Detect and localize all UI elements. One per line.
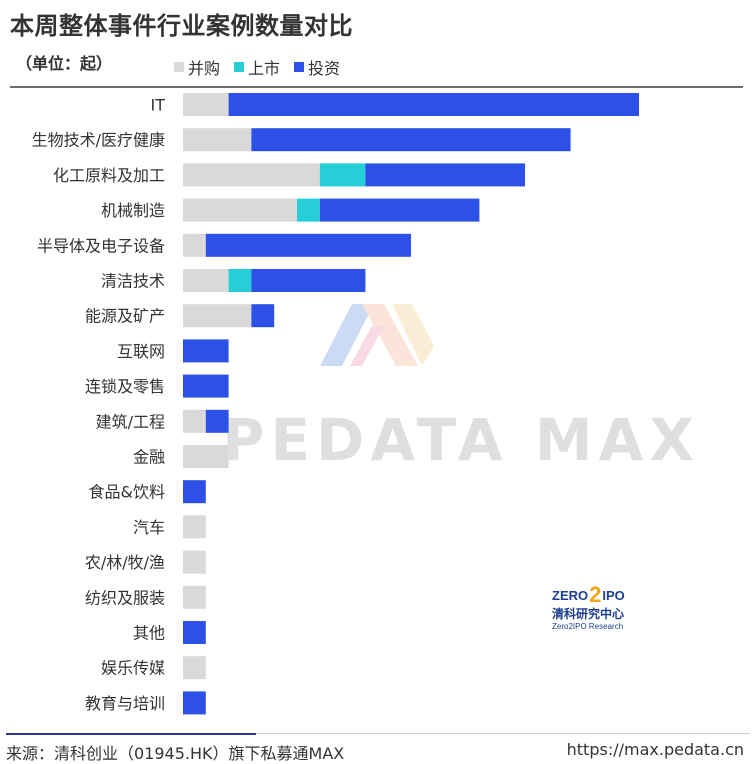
unit-label: （单位：起） bbox=[16, 54, 113, 73]
category-label: 农/林/牧/渔 bbox=[85, 553, 165, 572]
zero2ipo-logo: ZERO 2 IPO 清科研究中心 Zero2IPO Research bbox=[552, 582, 642, 638]
bar-segment-ma bbox=[183, 233, 206, 257]
bar-chart: IT 生物技术/医疗健康化工原料及加工机械制造半导体及电子设备清洁技术能源及矿产互… bbox=[32, 93, 639, 715]
logo-en-text: Zero2IPO Research bbox=[552, 622, 624, 631]
legend-label-ma: 并购 bbox=[188, 59, 221, 78]
legend: 并购 上市 投资 bbox=[174, 55, 354, 79]
bar-segment-invest bbox=[205, 409, 229, 433]
bar-segment-ma bbox=[183, 128, 252, 152]
bar-segment-ma bbox=[183, 198, 297, 222]
bar-segment-ma bbox=[183, 163, 320, 187]
bar-segment-invest bbox=[251, 269, 366, 292]
bar-segment-invest bbox=[183, 691, 206, 715]
bar-segment-invest bbox=[319, 198, 480, 222]
category-label: 互联网 bbox=[117, 342, 165, 361]
category-label: 清洁技术 bbox=[101, 272, 165, 291]
footer-rule-accent bbox=[6, 733, 256, 735]
category-label: IT bbox=[151, 96, 166, 115]
watermark-mark-icon bbox=[320, 304, 434, 366]
footer-rule bbox=[256, 733, 750, 734]
bar-segment-invest bbox=[205, 233, 411, 257]
bar-segment-invest bbox=[251, 128, 571, 152]
watermark-text: PEDATA MAX bbox=[222, 406, 701, 474]
category-label: 纺织及服装 bbox=[85, 588, 165, 607]
logo-wordmark: ZERO 2 IPO bbox=[552, 582, 625, 607]
category-label: 化工原料及加工 bbox=[53, 166, 165, 185]
bar-segment-invest bbox=[251, 304, 275, 328]
legend-item-ma: 并购 bbox=[174, 55, 220, 79]
bar-segment-ipo bbox=[319, 163, 366, 187]
legend-swatch-ma bbox=[174, 62, 184, 72]
category-label: 半导体及电子设备 bbox=[37, 236, 165, 255]
bar-segment-ma bbox=[183, 515, 206, 539]
bar-segment-ma bbox=[183, 445, 229, 468]
category-label: 机械制造 bbox=[101, 201, 165, 220]
bar-segment-invest bbox=[228, 93, 639, 116]
category-label: 能源及矿产 bbox=[85, 307, 165, 326]
bar-segment-invest bbox=[183, 621, 206, 644]
bar-segment-ma bbox=[183, 269, 229, 292]
category-label: 金融 bbox=[133, 448, 165, 467]
legend-label-ipo: 上市 bbox=[248, 59, 281, 78]
bar-segment-ma bbox=[183, 409, 206, 433]
legend-swatch-ipo bbox=[234, 62, 245, 72]
bar-segment-invest bbox=[183, 374, 229, 398]
bar-segment-ma bbox=[183, 585, 206, 609]
category-label: 其他 bbox=[133, 624, 165, 643]
header-rule bbox=[10, 86, 743, 88]
bar-segment-invest bbox=[183, 480, 206, 504]
logo-cn-text: 清科研究中心 bbox=[552, 607, 625, 621]
footer-url: https://max.pedata.cn bbox=[566, 740, 744, 759]
category-label: 生物技术/医疗健康 bbox=[32, 131, 165, 150]
bar-segment-ma bbox=[183, 656, 206, 680]
bar-segment-ipo bbox=[228, 269, 252, 292]
category-label: 食品&饮料 bbox=[89, 483, 165, 502]
bar-segment-invest bbox=[365, 163, 525, 187]
legend-item-invest: 投资 bbox=[294, 55, 340, 79]
category-label: 教育与培训 bbox=[85, 694, 165, 713]
chart-title: 本周整体事件行业案例数量对比 bbox=[10, 12, 353, 40]
bar-segment-ma bbox=[183, 304, 252, 328]
bar-segment-ma bbox=[183, 93, 229, 116]
footer-source: 来源：清科创业（01945.HK）旗下私募通MAX bbox=[6, 744, 345, 763]
watermark: PEDATA MAX bbox=[222, 296, 694, 476]
bar-segment-ma bbox=[183, 550, 206, 574]
category-label: 汽车 bbox=[133, 518, 165, 537]
legend-label-invest: 投资 bbox=[308, 59, 341, 78]
bar-segment-invest bbox=[183, 339, 229, 363]
bar-segment-ipo bbox=[297, 198, 320, 222]
legend-item-ipo: 上市 bbox=[234, 55, 280, 79]
legend-swatch-invest bbox=[294, 62, 305, 72]
category-label: 建筑/工程 bbox=[96, 412, 165, 431]
category-label: 娱乐传媒 bbox=[101, 659, 165, 678]
category-label: 连锁及零售 bbox=[85, 377, 165, 396]
